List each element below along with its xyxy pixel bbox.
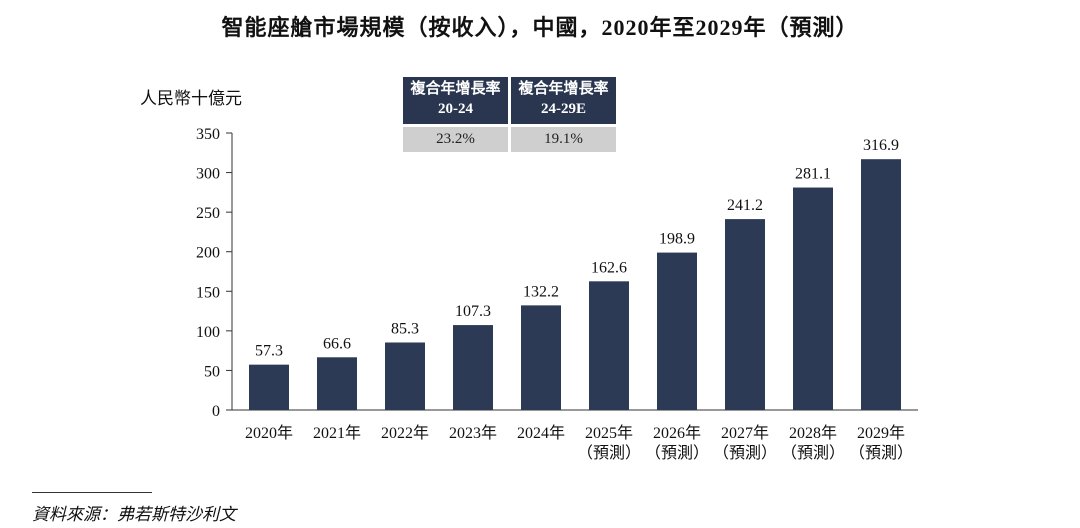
cagr-header-label: 複合年增長率 (410, 81, 501, 97)
bar-value-label: 57.3 (255, 343, 283, 360)
bar-value-label: 316.9 (863, 137, 899, 154)
y-tick-label: 0 (212, 403, 220, 420)
bar (657, 252, 697, 410)
x-tick-label: 2025年 (585, 424, 633, 442)
x-tick-label: 2026年 (653, 424, 701, 442)
x-tick-label: 2022年 (381, 424, 429, 442)
y-tick-label: 250 (196, 205, 220, 222)
bar (521, 305, 561, 410)
x-tick-label: 2020年 (245, 424, 293, 442)
x-tick-note: （預測） (781, 444, 845, 462)
cagr-header-period: 24-29E (541, 101, 586, 117)
bar (317, 357, 357, 410)
cagr-value-2020-2024: 23.2% (403, 127, 508, 152)
y-tick-label: 100 (196, 324, 220, 341)
source-note: 資料來源：弗若斯特沙利文 (32, 505, 236, 524)
cagr-header-2024-2029: 複合年增長率 24-29E (511, 77, 616, 124)
bar-value-label: 198.9 (659, 231, 695, 248)
cagr-header-2020-2024: 複合年增長率 20-24 (403, 77, 508, 124)
x-tick-label: 2029年 (857, 424, 905, 442)
cagr-header-period: 20-24 (438, 101, 473, 117)
x-tick-note: （預測） (577, 444, 641, 462)
cagr-value-2024-2029: 19.1% (511, 127, 616, 152)
x-tick-note: （預測） (645, 444, 709, 462)
bar (249, 364, 289, 410)
bar (385, 342, 425, 410)
y-tick-label: 200 (196, 245, 220, 262)
x-tick-note: （預測） (849, 444, 913, 462)
y-tick-label: 50 (204, 363, 220, 380)
x-tick-label: 2021年 (313, 424, 361, 442)
y-tick-label: 300 (196, 166, 220, 183)
cagr-header-label: 複合年增長率 (518, 81, 609, 97)
bar (861, 159, 901, 410)
bar-value-label: 281.1 (795, 166, 831, 183)
y-tick-label: 150 (196, 284, 220, 301)
y-axis-label: 人民幣十億元 (140, 89, 242, 108)
bar (453, 325, 493, 410)
bar-value-label: 85.3 (391, 320, 419, 337)
bar-value-label: 107.3 (455, 303, 491, 320)
bar (589, 281, 629, 410)
bar (793, 187, 833, 410)
bar (725, 219, 765, 410)
chart-title: 智能座艙市場規模（按收入），中國，2020年至2029年（預測） (221, 15, 859, 40)
bar-value-label: 241.2 (727, 197, 763, 214)
x-tick-label: 2028年 (789, 424, 837, 442)
x-tick-note: （預測） (713, 444, 777, 462)
bar-value-label: 162.6 (591, 259, 627, 276)
x-tick-label: 2027年 (721, 424, 769, 442)
x-tick-label: 2024年 (517, 424, 565, 442)
y-tick-label: 350 (196, 126, 220, 143)
x-tick-label: 2023年 (449, 424, 497, 442)
bar-value-label: 132.2 (523, 283, 559, 300)
bar-value-label: 66.6 (323, 335, 351, 352)
source-divider (32, 492, 152, 493)
